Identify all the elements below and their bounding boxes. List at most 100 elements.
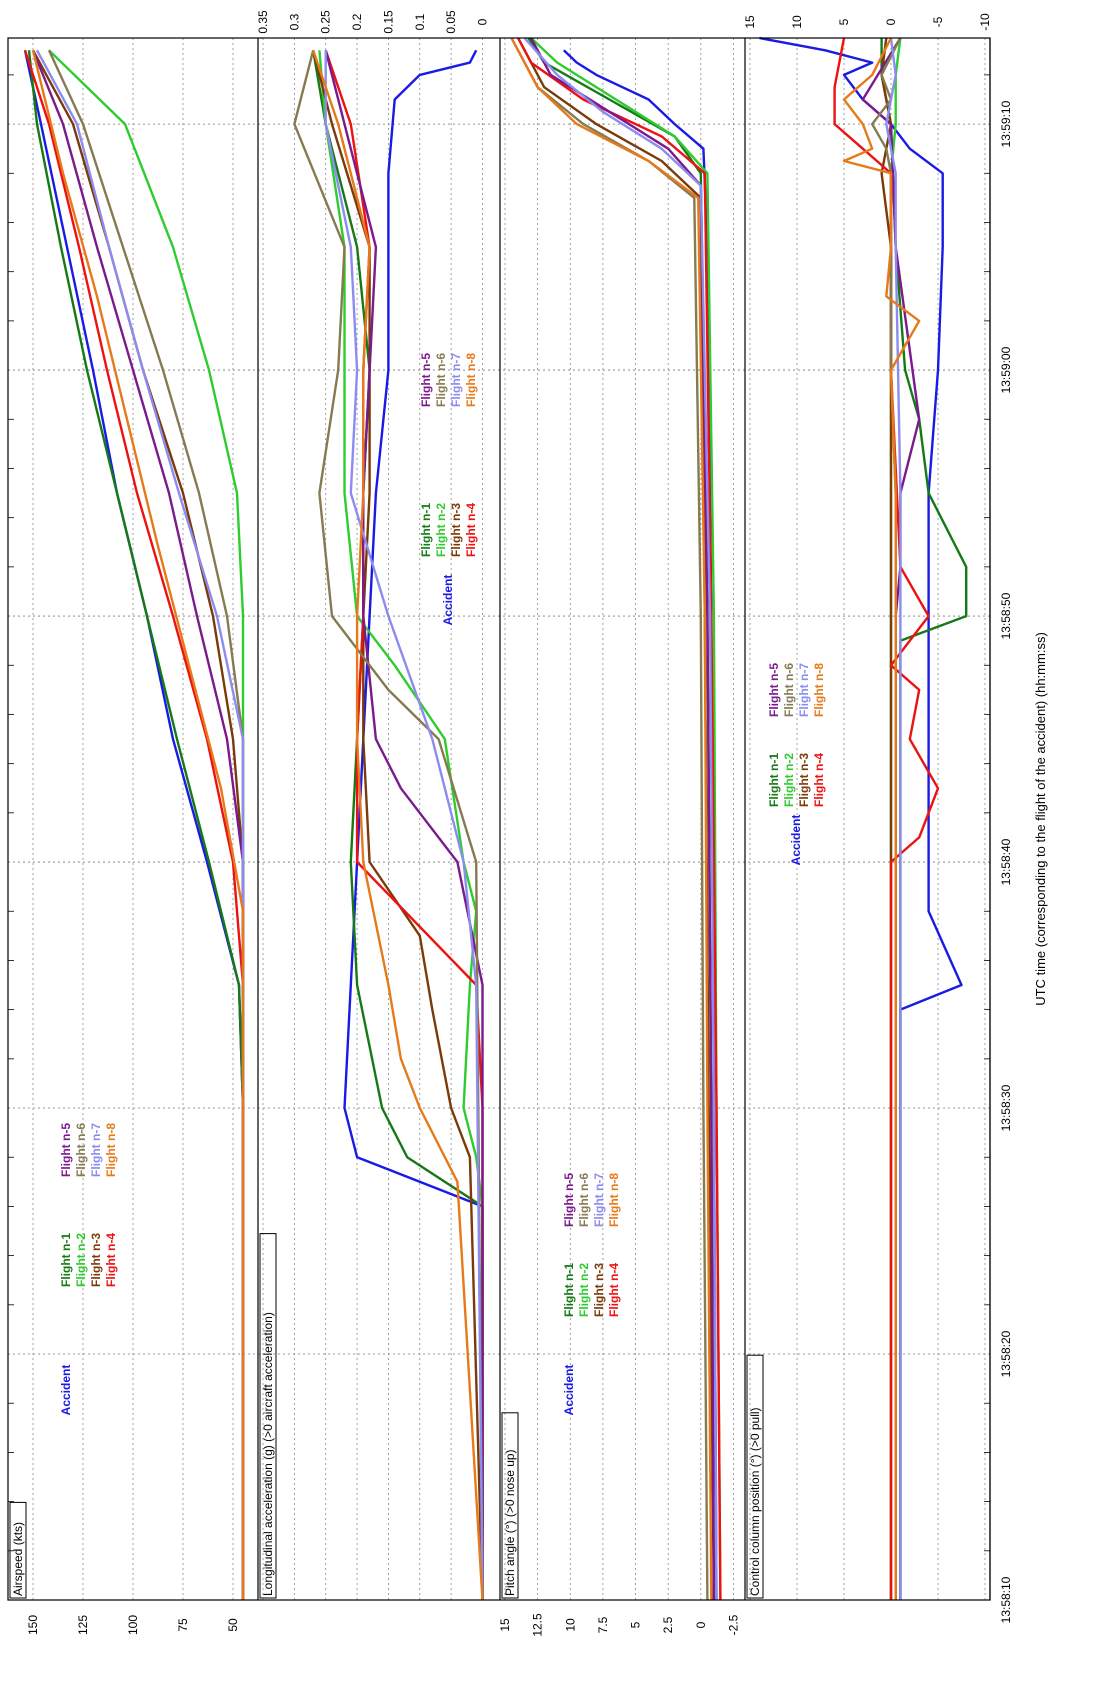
series-line-flight-n-8 bbox=[312, 49, 484, 1601]
series-line-flight-n-7 bbox=[523, 37, 718, 1601]
legend-label-flight-n-4: Flight n-4 bbox=[104, 1233, 118, 1287]
legend-label-flight-n-6: Flight n-6 bbox=[782, 663, 796, 717]
time-tick-label: 13:58:20 bbox=[999, 1330, 1013, 1377]
value-tick-label: 0.1 bbox=[413, 13, 427, 30]
series-line-flight-n-4 bbox=[833, 37, 940, 1600]
value-tick-label: 5 bbox=[629, 1621, 643, 1628]
legend-label-accident: Accident bbox=[59, 1365, 73, 1416]
value-tick-label: 10 bbox=[563, 1618, 577, 1632]
series-line-flight-n-3 bbox=[31, 49, 245, 1600]
panel-title: Control column position (°) (>0 pull) bbox=[748, 1407, 762, 1596]
value-tick-label: 2.5 bbox=[661, 1616, 675, 1633]
value-tick-label: 125 bbox=[76, 1615, 90, 1635]
legend-label-flight-n-1: Flight n-1 bbox=[59, 1233, 73, 1287]
series-line-flight-n-4 bbox=[517, 37, 722, 1601]
legend-label-flight-n-4: Flight n-4 bbox=[812, 753, 826, 807]
series-line-accident bbox=[343, 49, 484, 1600]
legend-label-flight-n-6: Flight n-6 bbox=[74, 1123, 88, 1177]
value-tick-label: 15 bbox=[498, 1618, 512, 1632]
value-tick-label: -10 bbox=[978, 13, 992, 31]
panel-title-box bbox=[9, 1501, 27, 1599]
series-line-flight-n-7 bbox=[35, 49, 245, 1600]
legend-label-flight-n-2: Flight n-2 bbox=[577, 1263, 591, 1317]
value-tick-label: 0.25 bbox=[319, 10, 333, 34]
legend-label-flight-n-7: Flight n-7 bbox=[449, 353, 463, 407]
series-line-flight-n-5 bbox=[31, 49, 245, 1600]
panel-3: 15 12.5 10 7.5 5 2.5 0 -2.5 Pitch angle (°) (>0 … bbox=[498, 37, 746, 1637]
time-tick-label: 13:59:10 bbox=[999, 100, 1013, 147]
value-tick-label: 50 bbox=[226, 1618, 240, 1632]
panel-1: 150 125 100 75 50 Airspeed (kts) Accident Fligh… bbox=[9, 38, 259, 1635]
panel-title-box bbox=[259, 1233, 277, 1599]
plot-frame bbox=[7, 37, 991, 1601]
legend-label-flight-n-3: Flight n-3 bbox=[797, 753, 811, 807]
legend-label-flight-n-1: Flight n-1 bbox=[767, 753, 781, 807]
series-line-flight-n-8 bbox=[510, 37, 713, 1601]
legend-label-accident: Accident bbox=[562, 1365, 576, 1416]
series-line-flight-n-4 bbox=[23, 49, 245, 1600]
series-line-flight-n-6 bbox=[293, 50, 484, 1601]
panel-2: 0.35 0.3 0.25 0.2 0.15 0.1 0.05 0 Longitudinal a… bbox=[256, 10, 501, 1601]
panel-title: Pitch angle (°) (>0 nose up) bbox=[503, 1449, 517, 1596]
series-line-flight-n-7 bbox=[324, 50, 484, 1601]
value-tick-label: 75 bbox=[176, 1618, 190, 1632]
value-tick-label: 7.5 bbox=[596, 1616, 610, 1633]
legend-label-flight-n-5: Flight n-5 bbox=[767, 663, 781, 717]
legend-label-flight-n-4: Flight n-4 bbox=[464, 503, 478, 557]
time-tick-label: 13:58:50 bbox=[999, 592, 1013, 639]
value-tick-label: 10 bbox=[790, 15, 804, 29]
legend-label-flight-n-8: Flight n-8 bbox=[607, 1173, 621, 1227]
value-tick-label: -5 bbox=[931, 16, 945, 27]
legend-label-flight-n-7: Flight n-7 bbox=[797, 663, 811, 717]
value-tick-label: 100 bbox=[126, 1615, 140, 1635]
panel-title: Airspeed (kts) bbox=[11, 1522, 25, 1596]
panel-title-box bbox=[501, 1412, 519, 1599]
time-tick-label: 13:58:30 bbox=[999, 1084, 1013, 1131]
value-tick-label: 0.2 bbox=[350, 13, 364, 30]
panel-4: 15 10 5 0 -5 -10 Control column position (°) (… bbox=[743, 13, 992, 1600]
value-tick-label: 0.05 bbox=[444, 10, 458, 34]
legend-label-flight-n-6: Flight n-6 bbox=[434, 353, 448, 407]
series-line-flight-n-7 bbox=[885, 37, 902, 1600]
x-axis-label: UTC time (corresponding to the flight of… bbox=[1033, 632, 1048, 1006]
legend-label-flight-n-1: Flight n-1 bbox=[562, 1263, 576, 1317]
panel-title-box bbox=[746, 1354, 764, 1599]
time-tick-label: 13:59:00 bbox=[999, 346, 1013, 393]
legend-label-flight-n-2: Flight n-2 bbox=[74, 1233, 88, 1287]
series-line-flight-n-5 bbox=[324, 50, 484, 1600]
time-tick-label: 13:58:10 bbox=[999, 1576, 1013, 1623]
legend-label-flight-n-8: Flight n-8 bbox=[464, 353, 478, 407]
value-tick-label: 0 bbox=[884, 18, 898, 25]
legend-label-flight-n-2: Flight n-2 bbox=[782, 753, 796, 807]
legend-label-flight-n-3: Flight n-3 bbox=[449, 503, 463, 557]
series-line-flight-n-8 bbox=[31, 50, 245, 1600]
legend-label-flight-n-8: Flight n-8 bbox=[812, 663, 826, 717]
value-tick-label: 0.3 bbox=[287, 13, 301, 30]
series-line-flight-n-2 bbox=[318, 50, 484, 1600]
series-line-flight-n-5 bbox=[861, 37, 921, 1600]
legend-label-flight-n-7: Flight n-7 bbox=[592, 1173, 606, 1227]
value-tick-label: 0 bbox=[694, 1621, 708, 1628]
legend-label-flight-n-8: Flight n-8 bbox=[104, 1123, 118, 1177]
legend-label-accident: Accident bbox=[441, 575, 455, 626]
value-tick-label: 12.5 bbox=[531, 1613, 545, 1637]
legend-label-flight-n-5: Flight n-5 bbox=[562, 1173, 576, 1227]
series-line-flight-n-5 bbox=[530, 37, 716, 1601]
panel-title: Longitudinal acceleration (g) (>0 aircra… bbox=[261, 1312, 275, 1596]
legend-label-flight-n-2: Flight n-2 bbox=[434, 503, 448, 557]
legend-label-accident: Accident bbox=[789, 815, 803, 866]
legend-label-flight-n-5: Flight n-5 bbox=[59, 1123, 73, 1177]
series-line-flight-n-8 bbox=[842, 37, 921, 1600]
value-tick-label: 5 bbox=[837, 18, 851, 25]
value-tick-label: 0.35 bbox=[256, 10, 270, 34]
legend-label-flight-n-1: Flight n-1 bbox=[419, 503, 433, 557]
legend-label-flight-n-4: Flight n-4 bbox=[607, 1263, 621, 1317]
legend-label-flight-n-7: Flight n-7 bbox=[89, 1123, 103, 1177]
legend-label-flight-n-3: Flight n-3 bbox=[592, 1263, 606, 1317]
value-tick-label: 150 bbox=[26, 1615, 40, 1635]
value-tick-label: 0.15 bbox=[381, 10, 395, 34]
legend-label-flight-n-6: Flight n-6 bbox=[577, 1173, 591, 1227]
legend-label-flight-n-5: Flight n-5 bbox=[419, 353, 433, 407]
